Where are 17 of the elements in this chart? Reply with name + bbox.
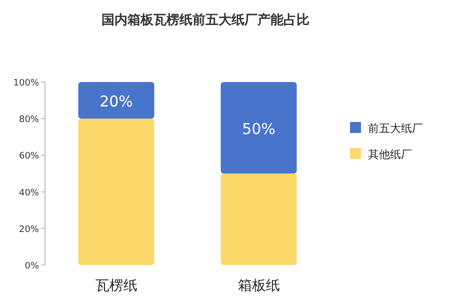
data-label: 20%	[100, 92, 133, 110]
y-tick-label: 80%	[18, 115, 40, 126]
bar	[220, 82, 297, 174]
y-tick-label: 40%	[18, 188, 40, 198]
x-tick-label: 箱板纸	[238, 278, 280, 294]
data-label: 50%	[242, 120, 276, 138]
y-tick-label: 20%	[18, 224, 40, 235]
y-tick-label: 0%	[24, 262, 40, 272]
bar	[78, 118, 154, 265]
y-tick-label: 60%	[18, 152, 40, 162]
legend-label: 其他纸厂	[368, 148, 412, 161]
bar	[78, 82, 154, 119]
bar	[220, 174, 297, 265]
legend-label: 前五大纸厂	[368, 122, 423, 135]
chart-title: 国内箱板瓦楞纸前五大纸厂产能占比	[102, 12, 310, 28]
y-tick-label: 100%	[13, 78, 40, 88]
x-tick-label: 瓦楞纸	[95, 278, 138, 294]
